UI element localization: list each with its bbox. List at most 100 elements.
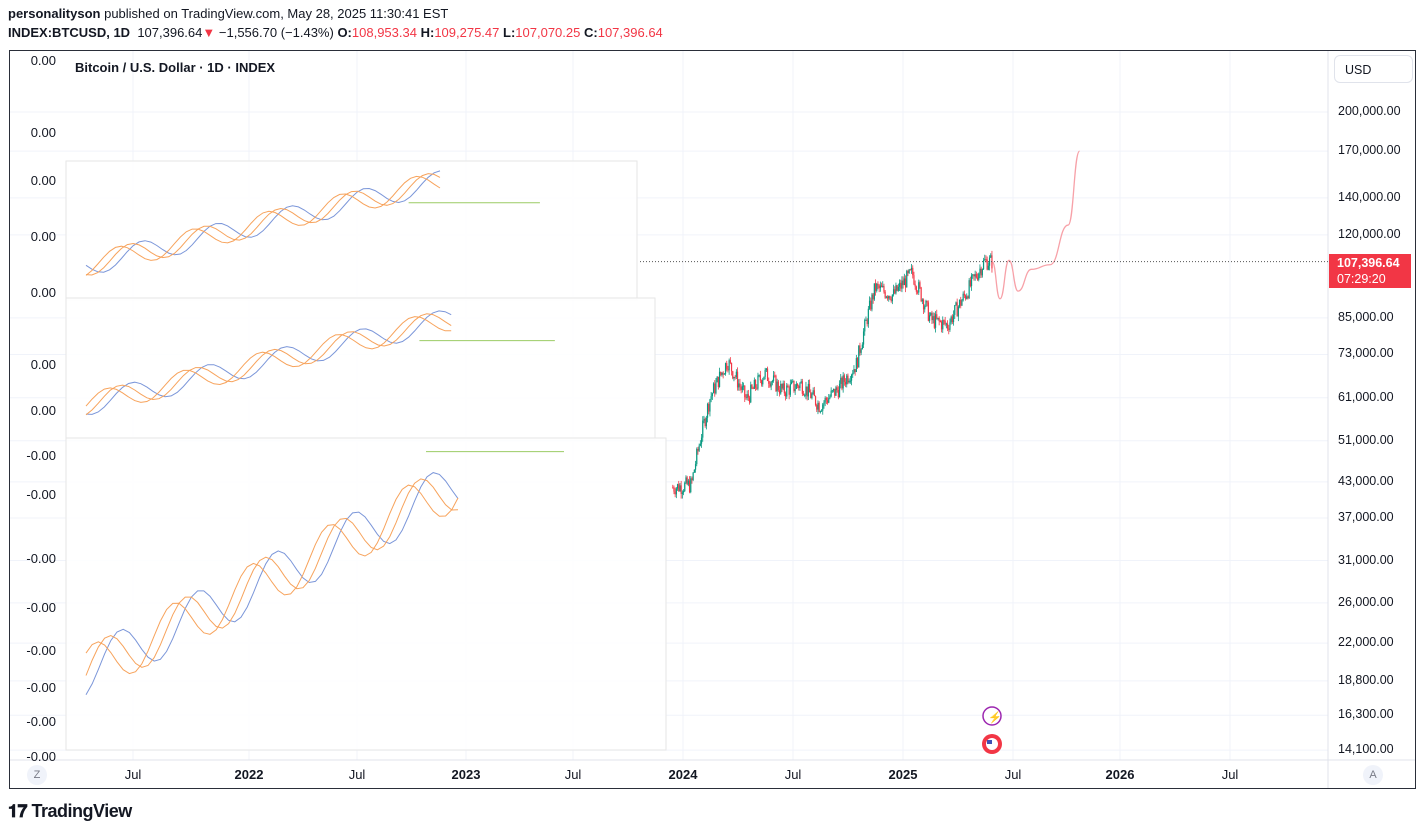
- candle: [885, 295, 887, 299]
- candle-body: [960, 299, 962, 306]
- candle: [738, 379, 740, 391]
- candle: [894, 286, 896, 295]
- candle: [942, 316, 944, 333]
- candle: [710, 391, 712, 403]
- candle-body: [699, 443, 701, 446]
- candle: [748, 395, 751, 405]
- candle: [973, 274, 975, 281]
- candle: [924, 304, 926, 313]
- candle: [843, 373, 845, 386]
- price-axis-label: 18,800.00: [1338, 672, 1394, 687]
- close-value: 107,396.64: [597, 25, 663, 40]
- candle-body: [764, 370, 766, 377]
- candle: [728, 358, 730, 375]
- candle: [926, 300, 928, 307]
- candle: [805, 381, 807, 400]
- price-axis-label: 73,000.00: [1338, 346, 1394, 361]
- price-axis-label: 37,000.00: [1338, 509, 1394, 524]
- candle: [888, 295, 890, 302]
- candle-body: [915, 286, 917, 292]
- candle: [739, 378, 741, 391]
- candle: [913, 271, 915, 286]
- candle-body: [687, 480, 689, 485]
- candle-body: [679, 485, 681, 492]
- candle-body: [802, 393, 805, 396]
- candle-body: [842, 375, 844, 389]
- candle-body: [741, 386, 743, 390]
- candle-body: [702, 420, 704, 438]
- candle-body: [771, 380, 773, 383]
- candle-body: [768, 380, 770, 384]
- candle: [688, 476, 691, 494]
- candle-body: [990, 255, 992, 258]
- candle-body: [710, 396, 712, 400]
- candle-body: [844, 381, 847, 385]
- candle: [872, 293, 874, 304]
- candle-body: [777, 381, 779, 391]
- author[interactable]: personalityson: [8, 6, 101, 21]
- candle-body: [902, 280, 904, 286]
- candle-body: [685, 477, 687, 483]
- candle: [704, 417, 706, 428]
- candle-body: [942, 320, 944, 330]
- candle: [740, 384, 742, 394]
- candle-body: [840, 377, 842, 384]
- candle: [979, 264, 981, 279]
- left-axis-label: 0.00: [30, 53, 56, 68]
- candle: [702, 416, 704, 442]
- candle: [960, 296, 962, 309]
- candle: [952, 310, 955, 326]
- auto-scale-button[interactable]: A: [1363, 765, 1383, 785]
- candle-body: [943, 320, 945, 322]
- candle-body: [775, 375, 777, 392]
- candle-body: [805, 386, 807, 396]
- candle: [824, 396, 826, 407]
- candle: [828, 394, 830, 404]
- candle: [842, 372, 844, 393]
- candle-body: [847, 375, 849, 383]
- candle: [908, 268, 910, 274]
- candle-body: [716, 376, 718, 383]
- candle-body: [876, 283, 878, 291]
- candle: [795, 381, 797, 390]
- left-axis-label: 0.00: [30, 229, 56, 244]
- candle-body: [860, 349, 862, 353]
- candle-body: [886, 296, 889, 299]
- candle-body: [982, 260, 985, 270]
- candle: [699, 440, 701, 447]
- candle-body: [720, 371, 722, 375]
- candle: [981, 268, 983, 278]
- candle-body: [721, 372, 723, 375]
- candle: [759, 370, 761, 384]
- zoom-button[interactable]: Z: [27, 765, 47, 785]
- candle-body: [784, 393, 787, 397]
- candle-body: [746, 394, 748, 399]
- candle: [891, 294, 893, 305]
- candle-body: [926, 300, 928, 303]
- currency-selector[interactable]: USD: [1334, 55, 1413, 83]
- low-label: L:: [503, 25, 516, 40]
- candle-body: [924, 306, 926, 310]
- candle: [898, 279, 901, 291]
- candle-body: [951, 316, 953, 323]
- candle: [686, 475, 688, 486]
- tradingview-logo[interactable]: 𝟏𝟕 TradingView: [8, 801, 132, 822]
- candle-body: [759, 375, 761, 381]
- candle: [873, 283, 875, 301]
- overlay-orange-line: [85, 313, 452, 416]
- candle-body: [799, 383, 801, 389]
- candle: [868, 296, 871, 310]
- candle-body: [914, 284, 916, 287]
- candle-body: [735, 371, 737, 378]
- candle-body: [820, 410, 823, 412]
- candle-body: [706, 403, 709, 418]
- candle-body: [948, 328, 950, 330]
- time-axis-label: Jul: [1221, 767, 1239, 782]
- last-price-tag: 107,396.64 07:29:20: [1329, 254, 1411, 288]
- left-axis-label: 0.00: [30, 173, 56, 188]
- candle-body: [968, 280, 970, 299]
- candle-body: [705, 417, 707, 427]
- candle: [735, 369, 737, 380]
- candle-body: [878, 285, 880, 289]
